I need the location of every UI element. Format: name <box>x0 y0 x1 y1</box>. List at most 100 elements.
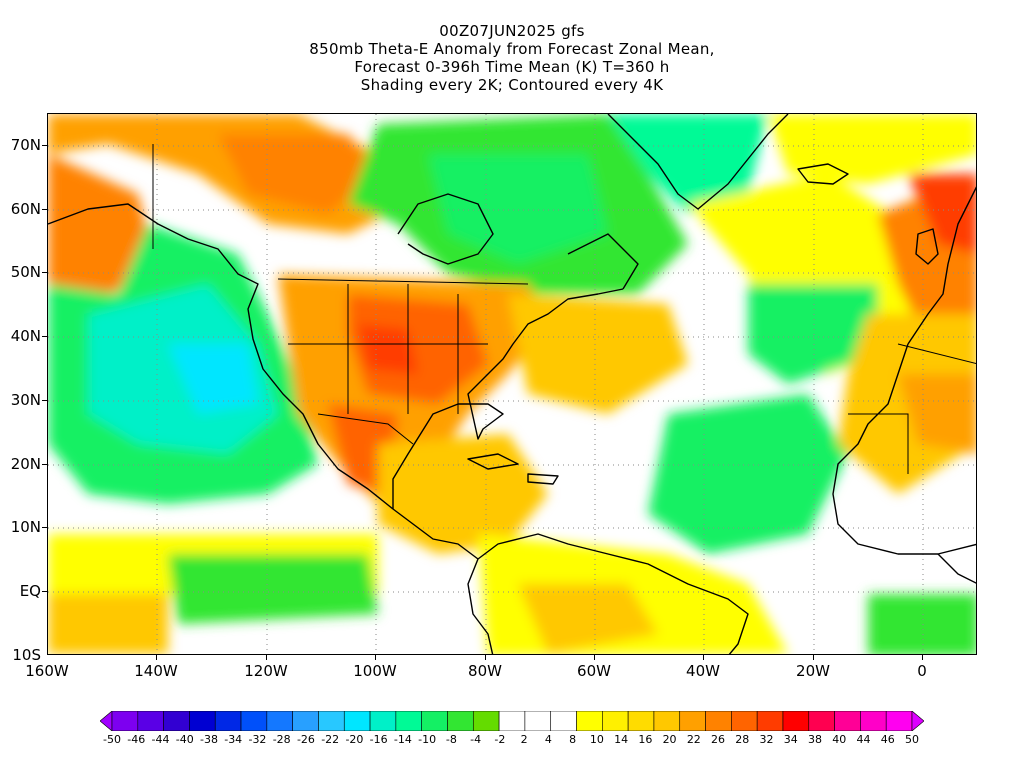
colorbar-cell <box>318 711 345 731</box>
lon-tick <box>156 655 157 660</box>
colorbar-cell <box>524 711 552 731</box>
colorbar-cell <box>343 711 371 731</box>
colorbar-label: 40 <box>832 733 847 746</box>
colorbar-cell <box>550 711 577 731</box>
lon-label: 20W <box>796 662 830 680</box>
colorbar-label: 38 <box>808 733 823 746</box>
colorbar-label: -22 <box>321 733 340 746</box>
colorbar-label: 34 <box>783 733 798 746</box>
lat-label: 10S <box>12 646 41 664</box>
colorbar-label: -38 <box>199 733 218 746</box>
lat-label: 40N <box>10 327 41 345</box>
colorbar-cell <box>653 711 681 731</box>
colorbar-arrow-low <box>100 711 113 731</box>
coastlines <box>48 114 976 654</box>
lon-label: 140W <box>134 662 178 680</box>
title-run: 00Z07JUN2025 gfs <box>439 22 585 40</box>
colorbar-label: 4 <box>544 733 552 746</box>
colorbar-label: 20 <box>662 733 677 746</box>
lon-tick <box>485 655 486 660</box>
colorbar-label: 44 <box>856 733 871 746</box>
colorbar-label: -32 <box>248 733 267 746</box>
colorbar-label: 10 <box>589 733 604 746</box>
colorbar-label: -44 <box>151 733 170 746</box>
colorbar-label: 50 <box>905 733 919 746</box>
colorbar-label: 22 <box>686 733 701 746</box>
colorbar-cell <box>627 711 655 731</box>
title-field: 850mb Theta-E Anomaly from Forecast Zona… <box>309 40 715 58</box>
colorbar-cell <box>756 711 784 731</box>
colorbar-label: -34 <box>224 733 243 746</box>
lon-label: 40W <box>686 662 720 680</box>
colorbar-cell <box>679 711 706 731</box>
lat-tick <box>42 272 47 273</box>
title-shading: Shading every 2K; Contoured every 4K <box>360 76 664 94</box>
colorbar-cell <box>576 711 603 731</box>
colorbar-label: -14 <box>393 733 412 746</box>
map-title: 00Z07JUN2025 gfs 850mb Theta-E Anomaly f… <box>0 22 1024 94</box>
lat-label: 20N <box>10 455 41 473</box>
title-forecast: Forecast 0-396h Time Mean (K) T=360 h <box>354 58 670 76</box>
colorbar-cell <box>369 711 397 731</box>
colorbar-cell <box>705 711 732 731</box>
lon-label: 80W <box>468 662 502 680</box>
colorbar-label: -50 <box>103 733 121 746</box>
colorbar-label: -28 <box>272 733 291 746</box>
colorbar-label: -4 <box>470 733 482 746</box>
colorbar-cell <box>292 711 319 731</box>
lon-tick <box>703 655 704 660</box>
colorbar-arrow-high <box>911 711 924 731</box>
lat-label: 50N <box>10 263 41 281</box>
colorbar-cell <box>240 711 268 731</box>
colorbar-cell <box>111 711 139 731</box>
lat-tick <box>42 400 47 401</box>
lat-tick <box>42 145 47 146</box>
colorbar-label: -10 <box>418 733 437 746</box>
lat-tick <box>42 591 47 592</box>
colorbar-label: -20 <box>345 733 364 746</box>
colorbar-cell <box>808 711 835 731</box>
lon-tick <box>594 655 595 660</box>
lat-label: EQ <box>19 582 41 600</box>
lat-tick <box>42 527 47 528</box>
colorbar-cell <box>266 711 293 731</box>
lat-tick <box>42 209 47 210</box>
colorbar-label: -40 <box>175 733 194 746</box>
colorbar-cells <box>100 711 924 731</box>
lon-label: 0 <box>917 662 927 680</box>
colorbar-cell <box>860 711 887 731</box>
colorbar-label: 46 <box>880 733 895 746</box>
lon-label: 160W <box>25 662 69 680</box>
colorbar-cell <box>834 711 861 731</box>
colorbar-cell <box>395 711 422 731</box>
colorbar-cell <box>214 711 242 731</box>
colorbar-cell <box>137 711 164 731</box>
colorbar-label: 8 <box>569 733 577 746</box>
colorbar-label: -26 <box>296 733 315 746</box>
colorbar-label: 26 <box>711 733 726 746</box>
lat-tick <box>42 336 47 337</box>
colorbar-label: -8 <box>445 733 457 746</box>
colorbar-label: -2 <box>494 733 506 746</box>
colorbar-cell <box>782 711 810 731</box>
colorbar-cell <box>421 711 448 731</box>
colorbar <box>100 711 924 731</box>
colorbar-cell <box>472 711 500 731</box>
lon-label: 100W <box>353 662 397 680</box>
lat-label: 30N <box>10 391 41 409</box>
lat-label: 10N <box>10 518 41 536</box>
colorbar-cell <box>602 711 629 731</box>
theta-e-anomaly-map <box>48 114 976 654</box>
lat-tick <box>42 464 47 465</box>
lon-tick <box>375 655 376 660</box>
colorbar-label: 32 <box>759 733 774 746</box>
colorbar-label: 16 <box>638 733 653 746</box>
lon-tick <box>922 655 923 660</box>
colorbar-cell <box>731 711 758 731</box>
colorbar-cell <box>163 711 190 731</box>
map-panel <box>47 113 977 655</box>
colorbar-label: 2 <box>520 733 528 746</box>
anomaly-shading <box>48 114 976 654</box>
lon-tick <box>813 655 814 660</box>
colorbar-cell <box>189 711 216 731</box>
